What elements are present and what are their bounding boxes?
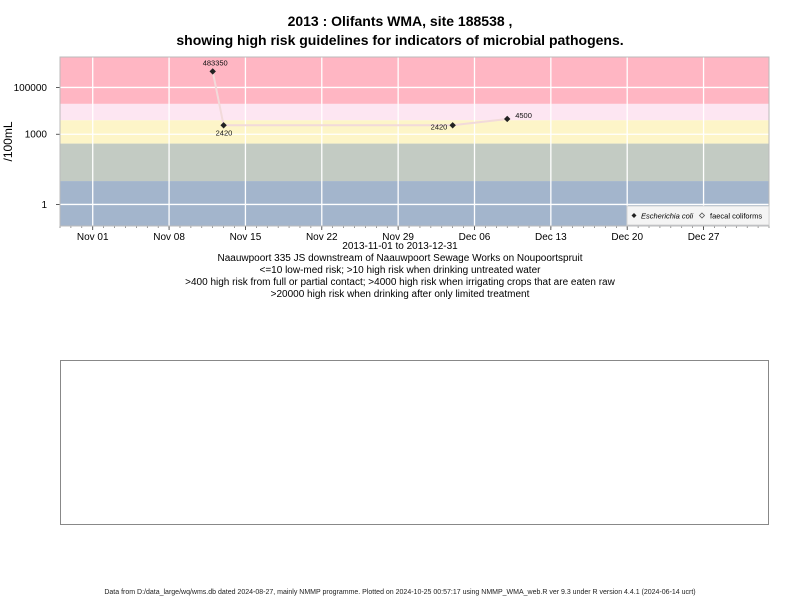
ecoli-point: [449, 122, 456, 129]
subtitle-guideline-contact: >400 high risk from full or partial cont…: [185, 277, 615, 288]
legend-faecal-marker: [698, 212, 706, 219]
x-tick-label: Nov 15: [230, 232, 262, 243]
risk-band-3: [60, 103, 769, 121]
y-tick-label: 1: [41, 200, 47, 211]
x-tick-label: Nov 22: [306, 232, 338, 243]
risk-band-4: [60, 57, 769, 104]
ecoli-point: [209, 68, 216, 75]
x-tick-label: Dec 20: [611, 232, 643, 243]
ecoli-series-line: [211, 71, 508, 127]
empty-plot-panel: [60, 360, 769, 525]
risk-band-1: [60, 143, 769, 182]
x-tick-label: Dec 06: [459, 232, 491, 243]
y-tick-label: 1000: [25, 130, 48, 141]
x-tick-label: Dec 27: [688, 232, 720, 243]
subtitle-date-range: 2013-11-01 to 2013-12-31: [342, 241, 458, 252]
chart-title-line-2: showing high risk guidelines for indicat…: [176, 32, 624, 48]
chart-title-line-1: 2013 : Olifants WMA, site 188538 ,: [287, 13, 513, 29]
x-tick-label: Nov 08: [153, 232, 185, 243]
plot-border: [59, 56, 770, 227]
legend-faecal-label: faecal coliforms: [710, 212, 762, 221]
ecoli-data-label: 483350: [203, 58, 228, 67]
risk-band-2: [60, 120, 769, 144]
legend-ecoli-label: Escherichia coli: [641, 212, 693, 221]
ecoli-data-label: 2420: [431, 122, 448, 131]
y-tick-label: 100000: [14, 83, 48, 94]
subtitle-guideline-drinking: <=10 low-med risk; >10 high risk when dr…: [259, 265, 541, 276]
ecoli-data-label: 2420: [216, 128, 233, 137]
ecoli-point: [504, 115, 511, 123]
legend-ecoli-marker: [631, 213, 637, 218]
subtitle-guideline-treatment: >20000 high risk when drinking after onl…: [270, 289, 530, 300]
x-tick-label: Dec 13: [535, 232, 567, 243]
subtitle-site: Naauwpoort 335 JS downstream of Naauwpoo…: [217, 253, 583, 264]
x-tick-label: Nov 29: [382, 232, 414, 243]
y-axis-label: /100mL: [1, 121, 15, 161]
ecoli-point: [220, 122, 227, 129]
ecoli-data-label: 4500: [515, 111, 532, 120]
footer-note: Data from D:/data_large/wq/wms.db dated …: [104, 589, 696, 596]
legend-box: [626, 205, 770, 226]
x-tick-label: Nov 01: [77, 232, 109, 243]
